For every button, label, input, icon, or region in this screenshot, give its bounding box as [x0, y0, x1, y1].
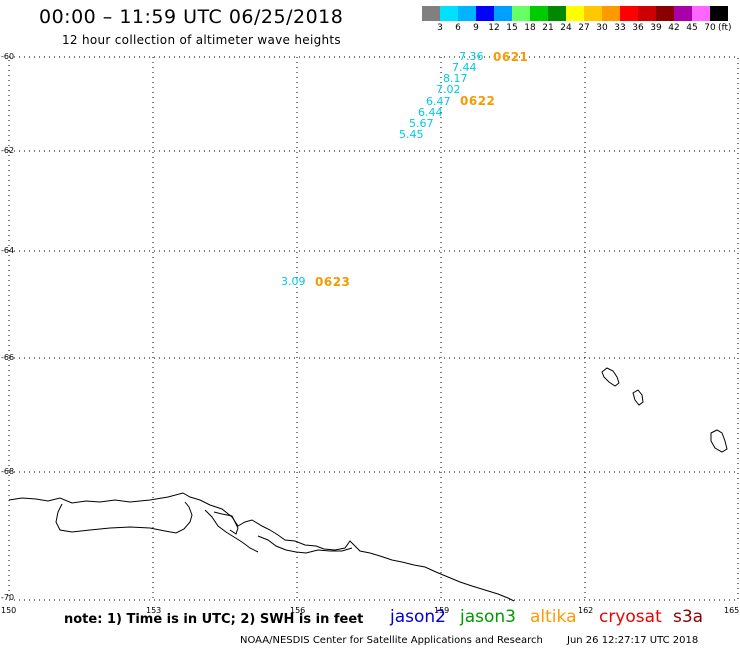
credit-line: NOAA/NESDIS Center for Satellite Applica… — [240, 635, 543, 646]
legend-label: 39 — [650, 23, 662, 33]
lat-label: -62 — [1, 146, 15, 155]
coastline-inlet — [257, 535, 353, 554]
satellite-jason2: jason2 — [390, 607, 446, 627]
island — [710, 429, 728, 453]
wave-height-value: 5.67 — [409, 117, 434, 130]
lat-label: -66 — [1, 353, 15, 362]
legend-swatch — [422, 6, 440, 21]
legend-label: 6 — [455, 23, 461, 33]
units-note: note: 1) Time is in UTC; 2) SWH is in fe… — [64, 612, 364, 627]
legend-swatch — [458, 6, 476, 21]
map-frame — [8, 56, 739, 601]
legend-label: 36 — [632, 23, 644, 33]
legend-label: 3 — [437, 23, 443, 33]
lat-label: -64 — [1, 246, 15, 255]
lon-label: 159 — [434, 606, 450, 615]
lat-label: -60 — [1, 52, 15, 61]
wave-height-value: 7.02 — [436, 83, 461, 96]
time-label: 0622 — [460, 94, 496, 108]
generated-timestamp: Jun 26 12:27:17 UTC 2018 — [567, 635, 699, 646]
wave-height-value: 7.44 — [452, 61, 477, 74]
legend-swatch — [548, 6, 566, 21]
legend-swatch — [656, 6, 674, 21]
legend-label: 9 — [473, 23, 479, 33]
map-subtitle: 12 hour collection of altimeter wave hei… — [62, 33, 341, 47]
legend-swatch — [476, 6, 494, 21]
legend-swatch — [584, 6, 602, 21]
legend-label: 18 — [524, 23, 536, 33]
legend-label: 45 — [686, 23, 698, 33]
legend-swatch — [494, 6, 512, 21]
legend-label: 12 — [488, 23, 500, 33]
legend-swatch — [710, 6, 728, 21]
coastline-inlet — [213, 511, 239, 535]
lat-label: -70 — [1, 593, 15, 602]
legend-swatch — [602, 6, 620, 21]
lon-label: 165 — [724, 606, 740, 615]
legend-label: 15 — [506, 23, 518, 33]
lon-label: 153 — [146, 606, 162, 615]
wave-height-value: 8.17 — [443, 72, 468, 85]
legend-swatch — [530, 6, 548, 21]
time-label: 0621 — [493, 50, 529, 64]
lon-label: 156 — [290, 606, 306, 615]
legend-label: 42 — [668, 23, 680, 33]
satellite-jason3: jason3 — [460, 607, 516, 627]
map-title: 00:00 – 11:59 UTC 06/25/2018 — [39, 6, 344, 28]
legend-label: 30 — [596, 23, 608, 33]
legend-label: 21 — [542, 23, 554, 33]
legend-swatch — [440, 6, 458, 21]
legend-unit: (ft) — [718, 23, 732, 33]
legend-swatch — [620, 6, 638, 21]
island — [601, 367, 620, 387]
coastline-inlet — [55, 501, 193, 534]
graticule — [9, 57, 738, 600]
satellite-altika: altika — [530, 607, 577, 627]
time-label: 0623 — [315, 275, 351, 289]
legend-swatch — [566, 6, 584, 21]
lon-label: 162 — [578, 606, 594, 615]
wave-height-value: 5.45 — [399, 128, 424, 141]
legend-label: 70 — [704, 23, 716, 33]
wave-height-value: 7.36 — [459, 50, 484, 63]
legend-label: 27 — [578, 23, 590, 33]
coastline-inlet — [204, 509, 259, 553]
lon-label: 150 — [1, 606, 17, 615]
island — [632, 389, 644, 406]
legend-swatch — [674, 6, 692, 21]
lat-label: -68 — [1, 467, 15, 476]
wave-height-value: 6.47 — [426, 95, 451, 108]
legend-swatch — [512, 6, 530, 21]
coastline — [8, 492, 515, 602]
satellite-s3a: s3a — [673, 607, 704, 627]
legend-label: 24 — [560, 23, 572, 33]
legend-swatch — [638, 6, 656, 21]
legend-label: 33 — [614, 23, 626, 33]
satellite-cryosat: cryosat — [599, 607, 662, 627]
legend-swatch — [692, 6, 710, 21]
wave-height-value: 3.09 — [281, 275, 306, 288]
wave-height-value: 6.44 — [418, 106, 443, 119]
